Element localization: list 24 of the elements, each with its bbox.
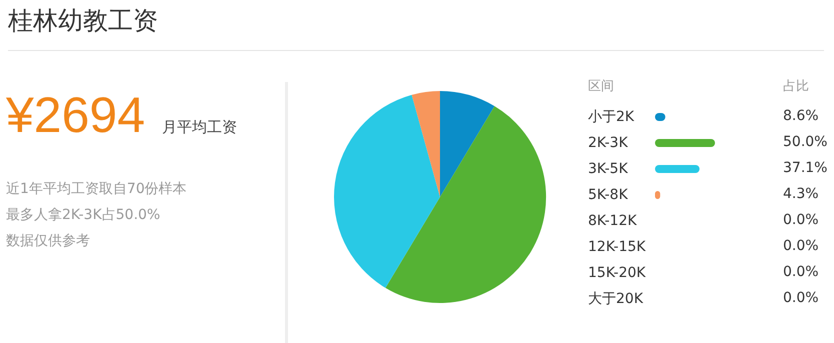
text: 数据仅供参考 xyxy=(6,232,90,250)
data-label: 8.6% xyxy=(783,108,819,124)
text: 0.0% xyxy=(783,238,819,254)
data-label: 50.0% xyxy=(783,134,828,150)
data-label: 4.3% xyxy=(783,186,819,202)
data-label: 37.1% xyxy=(783,160,828,176)
text: 月平均工资 xyxy=(162,118,237,137)
category-label: 8K-12K xyxy=(588,213,637,229)
category-label: 12K-15K xyxy=(588,239,646,255)
text: 桂林幼教工资 xyxy=(8,5,158,37)
category-label: 15K-20K xyxy=(588,265,646,281)
legend-label: 2K-3K xyxy=(588,135,629,151)
text: 0.0% xyxy=(783,212,819,228)
legend-title: 区间 xyxy=(588,79,614,94)
legend-label: 5K-8K xyxy=(588,187,629,203)
text: 近1年平均工资取自70份样本 xyxy=(6,180,187,198)
text: 0.0% xyxy=(783,264,819,280)
text: 0.0% xyxy=(783,290,819,306)
text: ¥2694 xyxy=(6,86,146,144)
text: 占比 xyxy=(783,79,809,94)
legend-label: 3K-5K xyxy=(588,161,629,177)
legend-label: 小于2K xyxy=(588,109,635,125)
text: 最多人拿2K-3K占50.0% xyxy=(6,206,160,224)
category-label: 大于20K xyxy=(588,291,643,307)
